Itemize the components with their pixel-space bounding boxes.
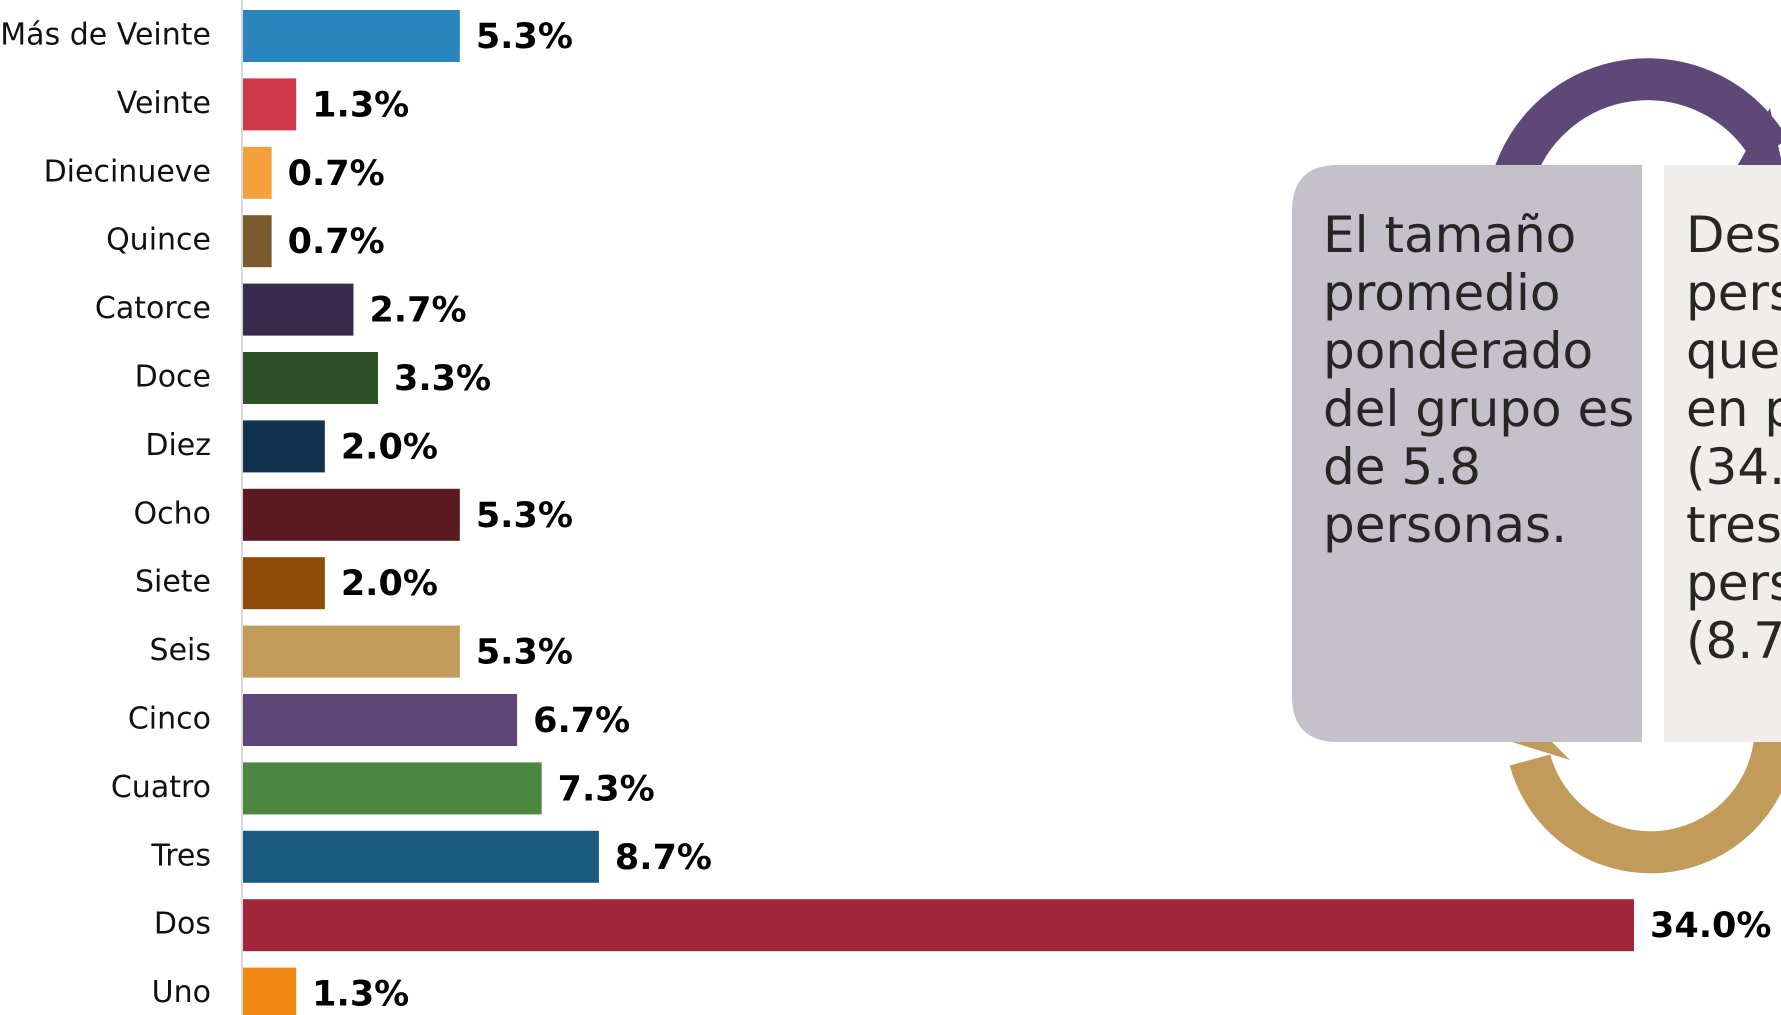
bar [243,10,460,62]
note-text: de 5.8 [1323,438,1481,496]
bar [243,215,272,268]
note-text: pers [1686,554,1781,612]
category-label: Uno [152,975,211,1010]
category-label: Diez [145,428,211,463]
bar [243,283,354,336]
value-label: 6.7% [533,701,630,741]
value-label: 2.0% [341,427,438,467]
value-label: 1.3% [312,975,409,1015]
category-label: Cinco [128,702,211,737]
value-label: 3.3% [394,359,491,399]
value-label: 5.3% [476,17,573,57]
note-text: promedio [1323,264,1560,322]
bar [243,899,1634,952]
note-text: (8.7 [1686,612,1781,670]
category-label: Diecinueve [44,154,211,189]
note-text: tres [1686,496,1781,554]
category-label: Dos [154,907,211,942]
note-text: del grupo es [1323,380,1634,438]
category-label: Seis [150,633,211,668]
bar [243,830,599,883]
value-label: 2.0% [341,564,438,604]
note-text: ponderado [1323,322,1593,380]
value-label: 5.3% [476,633,573,673]
note-box [1664,165,1781,742]
bar [243,762,542,815]
category-label: Ocho [134,496,211,531]
arrow-arc [1509,737,1781,874]
bar [243,78,297,131]
note-box [1292,165,1642,742]
category-label: Doce [135,360,211,395]
value-label: 1.3% [312,85,409,125]
category-label: Más de Veinte [0,18,211,53]
arrow-arc [1491,58,1781,189]
value-label: 34.0% [1650,906,1771,946]
value-label: 5.3% [476,496,573,536]
value-label: 0.7% [288,222,385,262]
category-label: Catorce [95,291,211,326]
note-text: El tamaño [1323,206,1576,264]
bar [243,420,325,473]
note-text: que [1686,322,1780,380]
bar [243,625,460,678]
bar [243,557,325,610]
category-label: Cuatro [111,770,211,805]
bar [243,146,272,199]
note-text: personas. [1323,496,1567,554]
category-label: Quince [106,223,211,258]
note-text: pers [1686,264,1781,322]
note-text: (34. [1686,438,1781,496]
note-text: en p [1686,380,1781,438]
value-label: 7.3% [558,769,655,809]
value-label: 0.7% [288,154,385,194]
value-label: 8.7% [615,838,712,878]
category-label: Veinte [117,86,211,121]
note-text: Dest [1686,206,1781,264]
bar [243,488,460,541]
category-label: Tres [150,838,211,873]
bar [243,967,297,1015]
category-label: Siete [135,565,211,600]
bar [243,694,518,746]
bar [243,352,379,404]
value-label: 2.7% [369,291,466,331]
